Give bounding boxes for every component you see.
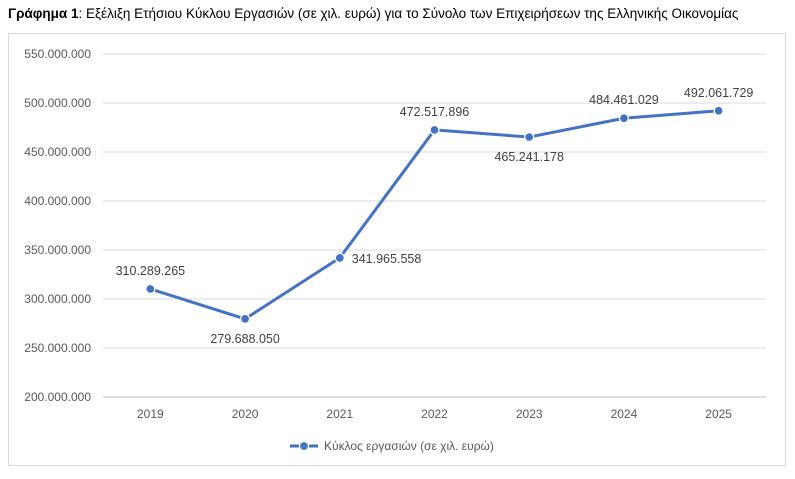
y-tick-label: 500.000.000 xyxy=(24,96,91,110)
data-point xyxy=(524,131,535,143)
x-tick-label: 2020 xyxy=(232,407,259,421)
series-points xyxy=(145,105,724,325)
x-tick-label: 2023 xyxy=(516,407,543,421)
data-point xyxy=(239,313,251,325)
data-label: 465.241.178 xyxy=(494,150,564,164)
legend-marker xyxy=(298,440,310,452)
chart-caption: Γράφημα 1: Εξέλιξη Ετήσιου Κύκλου Εργασι… xyxy=(8,6,738,21)
legend: Κύκλος εργασιών (σε χιλ. ευρώ) xyxy=(290,439,494,453)
y-tick-label: 200.000.000 xyxy=(24,390,91,404)
caption-label: Γράφημα 1 xyxy=(8,6,79,21)
series-line-path xyxy=(149,109,719,321)
caption-text: : Εξέλιξη Ετήσιου Κύκλου Εργασιών (σε χι… xyxy=(78,6,739,21)
x-tick-label: 2024 xyxy=(611,407,638,421)
gridlines xyxy=(103,53,766,398)
data-label: 492.061.729 xyxy=(684,86,754,100)
data-label: 341.965.558 xyxy=(352,252,422,266)
y-tick-label: 400.000.000 xyxy=(24,194,91,208)
data-label: 472.517.896 xyxy=(400,105,470,119)
y-tick-label: 250.000.000 xyxy=(24,341,91,355)
data-point xyxy=(618,113,630,124)
x-tick-label: 2019 xyxy=(137,407,164,421)
series-line xyxy=(149,109,719,321)
data-label: 279.688.050 xyxy=(210,332,280,346)
data-label: 484.461.029 xyxy=(589,93,659,107)
x-tick-label: 2021 xyxy=(326,407,353,421)
x-axis-ticks: 2019 2020 2021 2022 2023 2024 2025 xyxy=(137,407,732,421)
legend-label: Κύκλος εργασιών (σε χιλ. ευρώ) xyxy=(324,439,494,453)
x-tick-label: 2025 xyxy=(705,407,732,421)
data-point xyxy=(713,105,724,116)
x-tick-label: 2022 xyxy=(421,407,448,421)
data-label: 310.289.265 xyxy=(116,264,186,278)
y-tick-label: 350.000.000 xyxy=(24,243,91,257)
y-tick-label: 300.000.000 xyxy=(24,292,91,306)
y-axis-ticks: 200.000.000 250.000.000 300.000.000 350.000… xyxy=(24,47,91,404)
y-tick-label: 450.000.000 xyxy=(24,145,91,159)
data-point xyxy=(334,252,345,264)
y-tick-label: 550.000.000 xyxy=(24,47,91,61)
data-point xyxy=(429,124,440,136)
data-labels: 310.289.265 279.688.050 341.965.558 472.517… xyxy=(116,86,754,346)
data-point xyxy=(145,283,156,295)
